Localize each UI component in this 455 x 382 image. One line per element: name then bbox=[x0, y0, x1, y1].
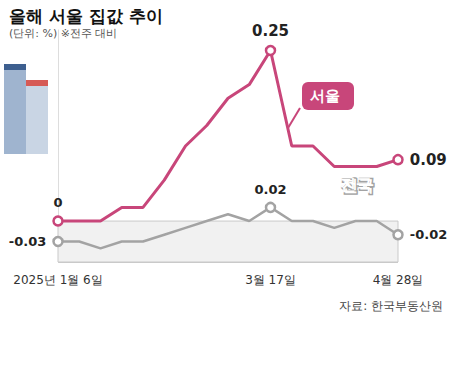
svg-text:(단위: %) ※전주 대비: (단위: %) ※전주 대비 bbox=[9, 27, 117, 40]
svg-text:서울: 서울 bbox=[310, 87, 340, 105]
svg-text:3월 17일: 3월 17일 bbox=[245, 273, 296, 287]
svg-text:0.25: 0.25 bbox=[252, 22, 289, 40]
svg-text:올해 서울 집값 추이: 올해 서울 집값 추이 bbox=[9, 6, 163, 26]
svg-text:전국: 전국 bbox=[340, 175, 372, 194]
svg-text:2025년 1월 6일: 2025년 1월 6일 bbox=[13, 273, 102, 287]
svg-text:0.02: 0.02 bbox=[254, 182, 286, 197]
svg-text:자료: 한국부동산원: 자료: 한국부동산원 bbox=[339, 299, 443, 313]
svg-text:-0.02: -0.02 bbox=[410, 227, 447, 242]
svg-text:0: 0 bbox=[53, 195, 62, 210]
svg-text:-0.03: -0.03 bbox=[9, 234, 46, 249]
svg-text:4월 28일: 4월 28일 bbox=[373, 273, 424, 287]
svg-text:0.09: 0.09 bbox=[410, 151, 447, 169]
